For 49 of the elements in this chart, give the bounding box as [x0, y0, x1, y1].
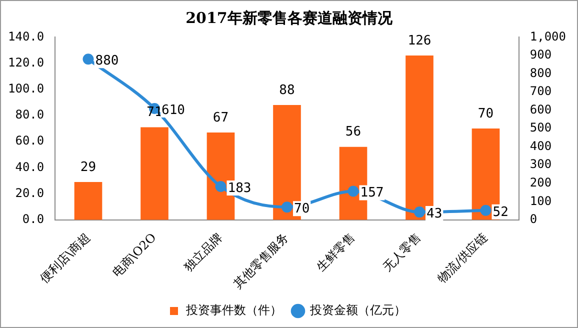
y-tick-label: 120.0: [8, 55, 44, 70]
data-label: 29: [80, 160, 96, 175]
y-tick-label: 140.0: [8, 29, 44, 44]
y-tick-label: 100.0: [8, 82, 44, 96]
data-label: 183: [228, 180, 252, 196]
x-tick-label: 生鲜零售: [314, 230, 358, 274]
point: [215, 180, 226, 192]
data-label: 610: [162, 102, 185, 118]
y2-tick-label: 1,000: [530, 29, 566, 44]
point: [282, 202, 292, 213]
y2-tick-label: 0: [530, 212, 538, 226]
data-label: 67: [212, 110, 229, 126]
data-label: 70: [478, 106, 494, 122]
y-tick-label: 60.0: [15, 134, 44, 148]
data-label: 880: [95, 54, 119, 68]
point: [348, 186, 359, 197]
bar: [140, 127, 168, 220]
y2-tick-label: 500: [530, 120, 552, 135]
x-tick-label: 便利店\商超: [37, 230, 93, 286]
legend-label: 投资金额（亿元）: [309, 303, 406, 318]
x-tick-label: 无人零售: [380, 230, 424, 274]
data-label: 88: [279, 82, 295, 98]
data-label: 43: [426, 206, 442, 222]
y-tick-label: 20.0: [15, 186, 44, 200]
x-tick-label: 独立品牌: [181, 230, 226, 274]
data-label: 52: [492, 204, 508, 220]
data-label: 126: [408, 33, 432, 48]
point: [82, 54, 94, 65]
x-tick-label: 其他零售服务: [230, 230, 292, 292]
bar: [74, 182, 102, 220]
data-label: 70: [294, 201, 310, 216]
y-tick-label: 0.0: [22, 212, 44, 226]
chart-title: 2017年新零售各赛道融资情况: [184, 9, 394, 28]
point: [480, 204, 492, 216]
y-tick-label: 80.0: [15, 108, 44, 122]
x-tick-label: 物流/供应链: [434, 230, 490, 286]
y2-tick-label: 800: [530, 66, 552, 80]
y-tick-label: 40.0: [15, 160, 44, 174]
y2-tick-label: 700: [530, 84, 552, 98]
point: [414, 206, 425, 218]
data-label: 157: [360, 186, 384, 201]
legend-label: 投资事件数（件）: [185, 303, 282, 318]
y2-tick-label: 100: [530, 194, 552, 208]
y2-tick-label: 900: [530, 48, 552, 62]
y2-tick-label: 400: [530, 138, 552, 153]
y2-tick-label: 600: [530, 102, 552, 116]
y2-tick-label: 300: [530, 157, 552, 172]
y2-tick-label: 200: [530, 175, 552, 190]
data-label: 56: [345, 124, 362, 140]
